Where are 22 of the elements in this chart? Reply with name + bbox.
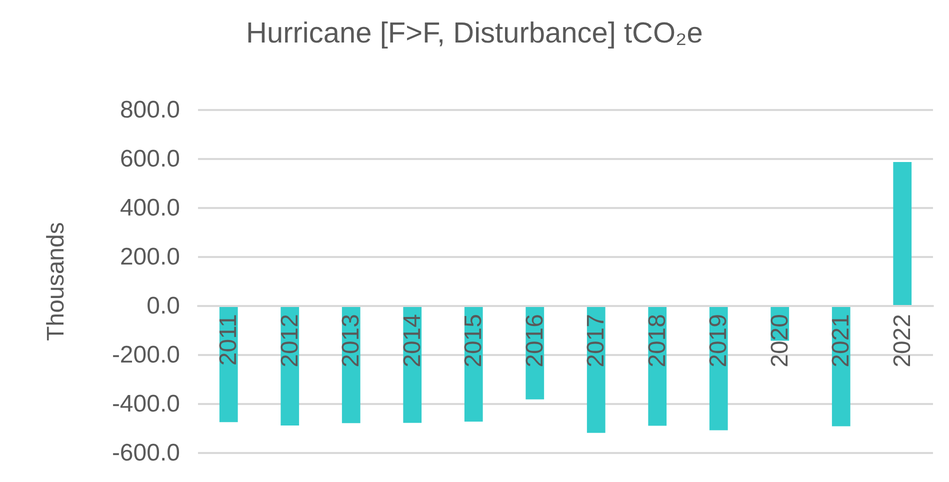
y-tick-label: 0.0 (146, 292, 180, 320)
x-tick-label: 2019 (705, 314, 732, 368)
y-tick-label: 200.0 (120, 244, 180, 270)
x-tick-label: 2011 (215, 314, 242, 366)
chart-title: Hurricane [F>F, Disturbance] tCO₂e (246, 18, 703, 50)
y-tick-label: 800.0 (120, 96, 180, 124)
x-tick-label: 2014 (398, 314, 426, 368)
x-tick-label: 2022 (888, 314, 916, 368)
y-tick-label: -200.0 (112, 342, 180, 368)
x-tick-label: 2017 (582, 314, 610, 368)
y-tick-label: 400.0 (120, 194, 180, 222)
x-tick-label: 2018 (644, 314, 671, 368)
x-tick-label: 2012 (276, 314, 304, 368)
x-tick-label: 2015 (460, 314, 488, 368)
y-axis-title: Thousands (42, 222, 70, 341)
x-tick-label: 2020 (766, 314, 794, 368)
x-tick-label: 2013 (338, 314, 365, 368)
y-tick-label: 600.0 (120, 146, 180, 172)
y-tick-label: -600.0 (112, 440, 180, 466)
x-tick-label: 2021 (828, 314, 855, 368)
y-tick-label: -400.0 (112, 390, 180, 418)
x-tick-label: 2016 (521, 314, 548, 368)
